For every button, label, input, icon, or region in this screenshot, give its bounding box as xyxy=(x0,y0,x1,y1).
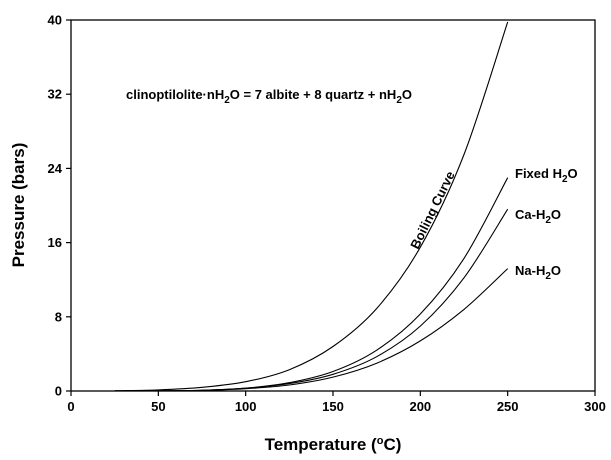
y-tick-label: 8 xyxy=(55,309,62,324)
y-axis-title: Pressure (bars) xyxy=(9,143,28,268)
y-tick-label: 32 xyxy=(48,87,62,102)
y-tick-label: 24 xyxy=(48,161,63,176)
series-line-na-h2o xyxy=(114,268,509,392)
na-h2o-label: Na-H2O xyxy=(515,263,561,282)
ticks-layer: 0 50 100 150 200 250 300 0 8 16 24 32 40 xyxy=(48,13,606,415)
fixed-h2o-label: Fixed H2O xyxy=(515,166,578,185)
equation-annotation: clinoptilolite·nH2O = 7 albite + 8 quart… xyxy=(126,87,412,106)
curves-layer xyxy=(114,21,509,392)
x-tick-label: 0 xyxy=(67,399,74,414)
plot-frame xyxy=(70,19,596,392)
x-tick-label: 100 xyxy=(235,399,257,414)
series-line-fixed-h2o xyxy=(114,177,509,392)
x-axis-title: Temperature (oC) xyxy=(265,435,402,454)
series-line-boiling-curve xyxy=(114,21,509,392)
series-line-ca-h2o xyxy=(114,208,509,392)
x-tick-label: 150 xyxy=(322,399,344,414)
y-tick-label: 16 xyxy=(48,235,62,250)
x-tick-label: 250 xyxy=(497,399,519,414)
x-tick-label: 200 xyxy=(409,399,431,414)
ca-h2o-label: Ca-H2O xyxy=(515,207,561,226)
y-tick-label: 40 xyxy=(48,13,62,28)
x-tick-label: 50 xyxy=(151,399,165,414)
x-tick-label: 300 xyxy=(584,399,606,414)
boiling-curve-label: Boiling Curve xyxy=(407,169,458,252)
y-tick-label: 0 xyxy=(55,384,62,399)
